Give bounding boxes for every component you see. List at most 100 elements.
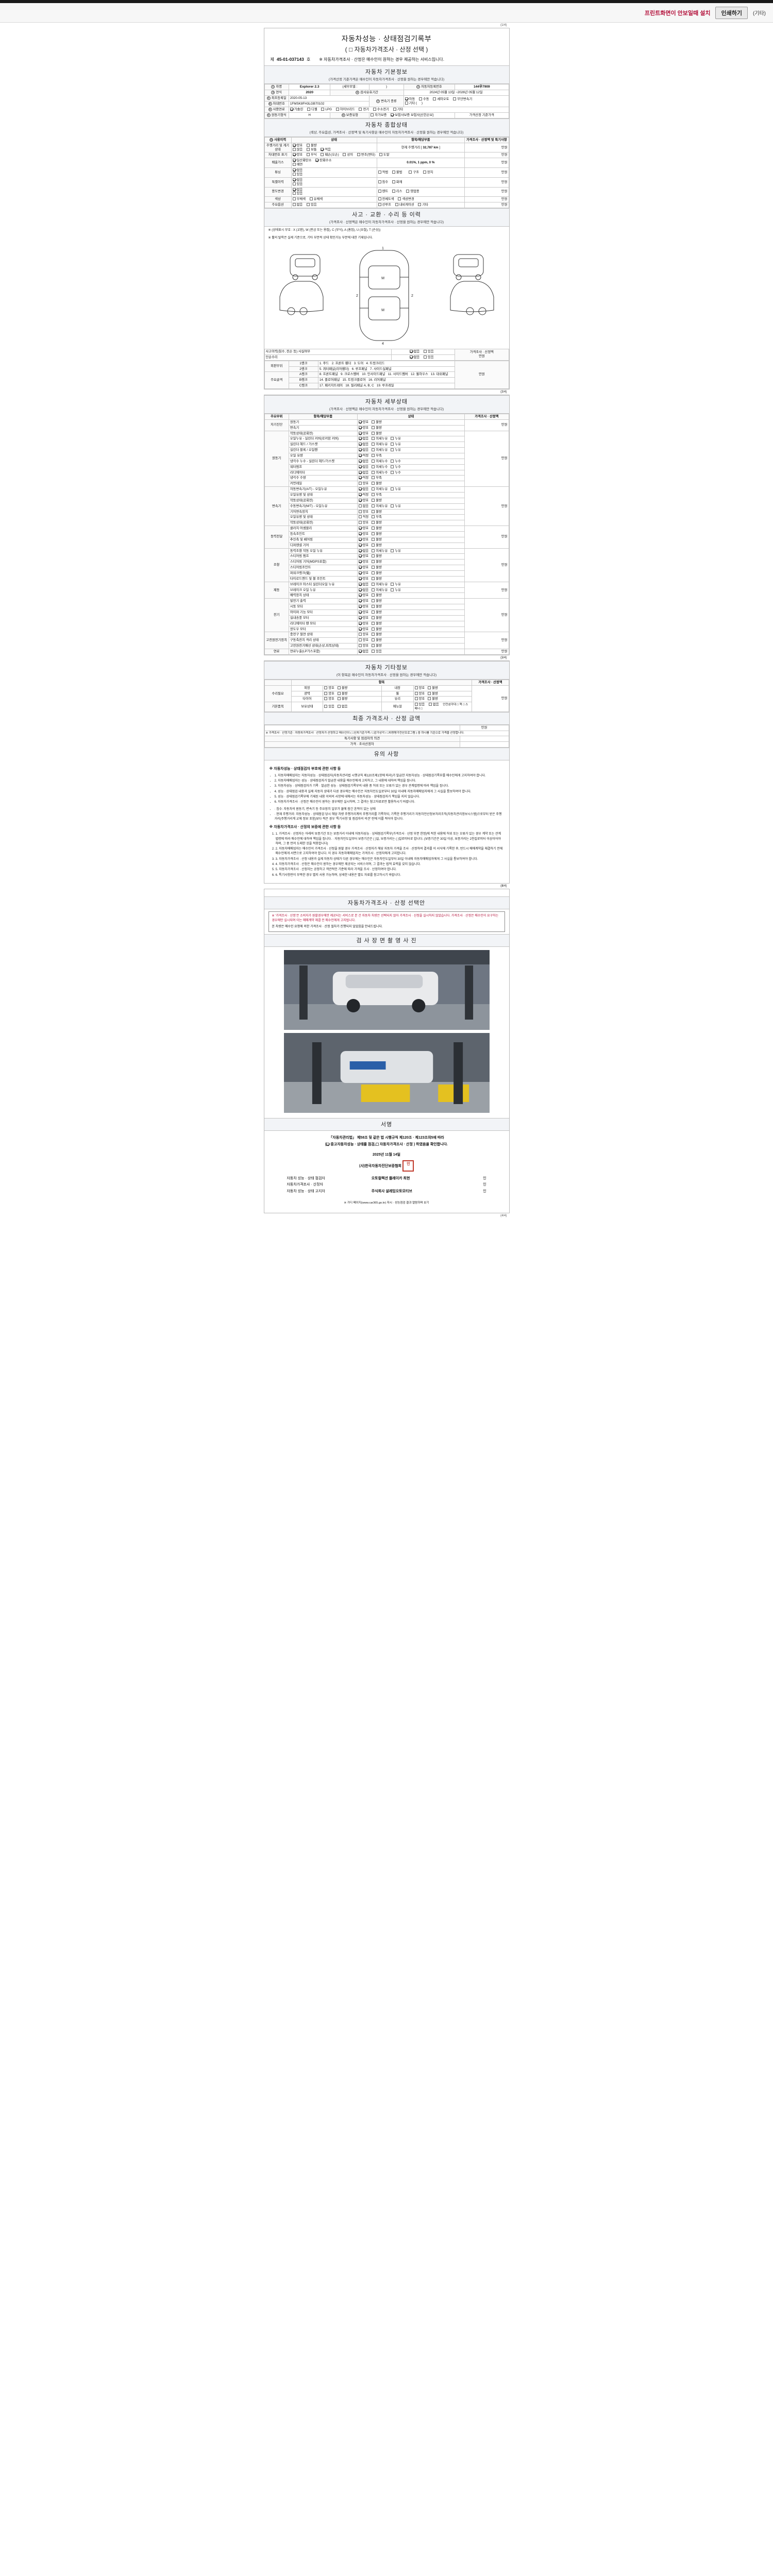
row-state-options[interactable]: 없음 있음 bbox=[291, 202, 377, 208]
row-item-options[interactable]: 선루프 내비게이션 기타 bbox=[376, 202, 465, 208]
vin-good[interactable]: 양호 bbox=[292, 153, 303, 157]
usechange-lease[interactable]: 리스 bbox=[392, 190, 402, 194]
special-yes[interactable]: 있음 bbox=[292, 182, 303, 187]
opt-불량[interactable]: 불량 bbox=[372, 420, 382, 425]
opt-미세누유[interactable]: 미세누유 bbox=[372, 443, 388, 447]
opt-미세누유[interactable]: 미세누유 bbox=[372, 588, 388, 592]
other-b-interior-opts[interactable]: 양호 불량 bbox=[413, 685, 473, 691]
detail-state-options[interactable]: 양호 불량 bbox=[357, 609, 465, 616]
opt-양호[interactable]: 양호 bbox=[358, 616, 368, 620]
opt-없음[interactable]: 없음 bbox=[358, 487, 368, 492]
opt-불량[interactable]: 불량 bbox=[372, 431, 382, 436]
opt-불량[interactable]: 불량 bbox=[372, 537, 382, 542]
print-button[interactable]: 인쇄하기 bbox=[715, 6, 748, 19]
opt-불량[interactable]: 불량 bbox=[372, 638, 382, 642]
detail-state-options[interactable]: 양호 불량 bbox=[357, 526, 465, 532]
color-achromatic[interactable]: 무채색 bbox=[292, 197, 306, 201]
detail-state-options[interactable]: 없음 미세누유 누유 bbox=[357, 436, 465, 443]
detail-state-options[interactable]: 양호 불량 bbox=[357, 481, 465, 487]
detail-state-options[interactable]: 양호 불량 bbox=[357, 425, 465, 431]
trans-opt-manual[interactable]: 수동 bbox=[419, 97, 429, 101]
detail-state-options[interactable]: 없음 있음 bbox=[357, 649, 465, 655]
opt-부족[interactable]: 부족 bbox=[372, 476, 382, 480]
tuning-device[interactable]: 장치 bbox=[423, 170, 433, 175]
detail-state-options[interactable]: 양호 불량 bbox=[357, 626, 465, 633]
opt-미세누유[interactable]: 미세누유 bbox=[372, 504, 388, 509]
opt-양호[interactable]: 양호 bbox=[358, 420, 368, 425]
opt-부족[interactable]: 부족 bbox=[372, 493, 382, 497]
vin-altered[interactable]: 변조(변타) bbox=[357, 153, 375, 157]
opt-없음[interactable]: 없음 bbox=[358, 470, 368, 475]
detail-state-options[interactable]: 양호 불량 bbox=[357, 637, 465, 644]
opt-없음[interactable]: 없음 bbox=[358, 459, 368, 464]
opt-없음[interactable]: 없음 bbox=[358, 582, 368, 587]
vin-damage[interactable]: 훼손(오손) bbox=[321, 153, 339, 157]
detail-state-options[interactable]: 양호 불량 bbox=[357, 570, 465, 577]
opt-양호[interactable]: 양호 bbox=[358, 537, 368, 542]
detail-state-options[interactable]: 양호 불량 bbox=[357, 542, 465, 549]
opt-누유[interactable]: 누유 bbox=[391, 582, 401, 587]
detail-state-options[interactable]: 양호 불량 bbox=[357, 643, 465, 650]
emission-co[interactable]: 일산화탄소 bbox=[292, 159, 312, 163]
other-b-manual-opts[interactable]: 있음 없음 안전삼각대 □ 잭 □ 스패너 □ bbox=[413, 702, 473, 713]
detail-state-options[interactable]: 없음 미세누수 누수 bbox=[357, 464, 465, 470]
options-other[interactable]: 기타 bbox=[418, 203, 428, 207]
opt-불량[interactable]: 불량 bbox=[372, 510, 382, 514]
row-state-vin-mark[interactable]: 양호 부식 훼손(오손) 상이 변조(변타) 도말 bbox=[291, 152, 465, 159]
opt-양호[interactable]: 양호 bbox=[358, 532, 368, 536]
special-flood[interactable]: 침수 bbox=[378, 180, 388, 184]
detail-state-options[interactable]: 양호 불량 bbox=[357, 565, 465, 571]
detail-state-options[interactable]: 없음 미세누유 누유 bbox=[357, 503, 465, 510]
opt-없음[interactable]: 없음 bbox=[358, 504, 368, 509]
polish-bad[interactable]: 불량 bbox=[337, 691, 347, 696]
detail-state-options[interactable]: 없음 미세누유 누유 bbox=[357, 442, 465, 448]
detail-state-options[interactable]: 없음 미세누유 누유 bbox=[357, 587, 465, 594]
row-item-usechange[interactable]: 렌트 리스 영업용 bbox=[376, 187, 465, 197]
usechange-yes[interactable]: 있음 bbox=[292, 192, 303, 196]
opt-불량[interactable]: 불량 bbox=[372, 611, 382, 615]
opt-불량[interactable]: 불량 bbox=[372, 616, 382, 620]
opt-미세누수[interactable]: 미세누수 bbox=[372, 459, 388, 464]
opt-누유[interactable]: 누유 bbox=[391, 448, 401, 452]
detail-state-options[interactable]: 없음 미세누수 누수 bbox=[357, 469, 465, 476]
int-bad[interactable]: 불량 bbox=[428, 686, 438, 690]
opt-불량[interactable]: 불량 bbox=[372, 627, 382, 632]
detail-state-options[interactable]: 양호 불량 bbox=[357, 419, 465, 426]
color-chromatic[interactable]: 유채색 bbox=[309, 197, 323, 201]
usechange-none[interactable]: 없음 bbox=[292, 188, 303, 192]
transmission-options[interactable]: 자동 수동 세미오토 무단변속기 기타 ( ) bbox=[403, 95, 509, 108]
accident-none[interactable]: 없음 bbox=[409, 349, 419, 354]
options-none[interactable]: 없음 bbox=[292, 203, 303, 207]
int-good[interactable]: 양호 bbox=[414, 686, 425, 690]
tuning-structure[interactable]: 구조 bbox=[409, 170, 419, 175]
other-a-exterior-opts[interactable]: 양호 불량 bbox=[323, 685, 382, 691]
fuel-opt-gasoline[interactable]: 가솔린 bbox=[290, 108, 303, 112]
detail-state-options[interactable]: 적정 부족 bbox=[357, 452, 465, 459]
options-nav[interactable]: 내비게이션 bbox=[395, 203, 414, 207]
row-state-emission[interactable]: 일산화탄소 탄화수소 매연 bbox=[291, 158, 377, 168]
opt-누수[interactable]: 누수 bbox=[391, 465, 401, 469]
usechange-rent[interactable]: 렌트 bbox=[378, 190, 388, 194]
poss-no[interactable]: 없음 bbox=[337, 705, 347, 709]
special-fire[interactable]: 화재 bbox=[392, 180, 402, 184]
opt-불량[interactable]: 불량 bbox=[372, 644, 382, 648]
vin-different[interactable]: 상이 bbox=[343, 153, 353, 157]
opt-부족[interactable]: 부족 bbox=[372, 515, 382, 519]
ext-bad[interactable]: 불량 bbox=[337, 686, 347, 690]
opt-양호[interactable]: 양호 bbox=[358, 431, 368, 436]
detail-state-options[interactable]: 양호 불량 bbox=[357, 615, 465, 621]
detail-state-options[interactable]: 양호 불량 bbox=[357, 531, 465, 537]
mileage-many[interactable]: 많음 bbox=[292, 147, 303, 152]
opt-부족[interactable]: 부족 bbox=[372, 453, 382, 458]
fuel-opt-lpg[interactable]: LPG bbox=[321, 108, 332, 112]
opt-없음[interactable]: 없음 bbox=[358, 650, 368, 654]
row-state-special[interactable]: 없음 있음 bbox=[291, 177, 377, 188]
emission-smoke[interactable]: 매연 bbox=[292, 163, 303, 167]
opt-없음[interactable]: 없음 bbox=[358, 465, 368, 469]
ext-good[interactable]: 양호 bbox=[324, 686, 334, 690]
opt-불량[interactable]: 불량 bbox=[372, 605, 382, 609]
detail-state-options[interactable]: 양호 불량 bbox=[357, 620, 465, 627]
vin-erased[interactable]: 도말 bbox=[379, 153, 390, 157]
options-sunroof[interactable]: 선루프 bbox=[378, 203, 391, 207]
opt-불량[interactable]: 불량 bbox=[372, 482, 382, 486]
